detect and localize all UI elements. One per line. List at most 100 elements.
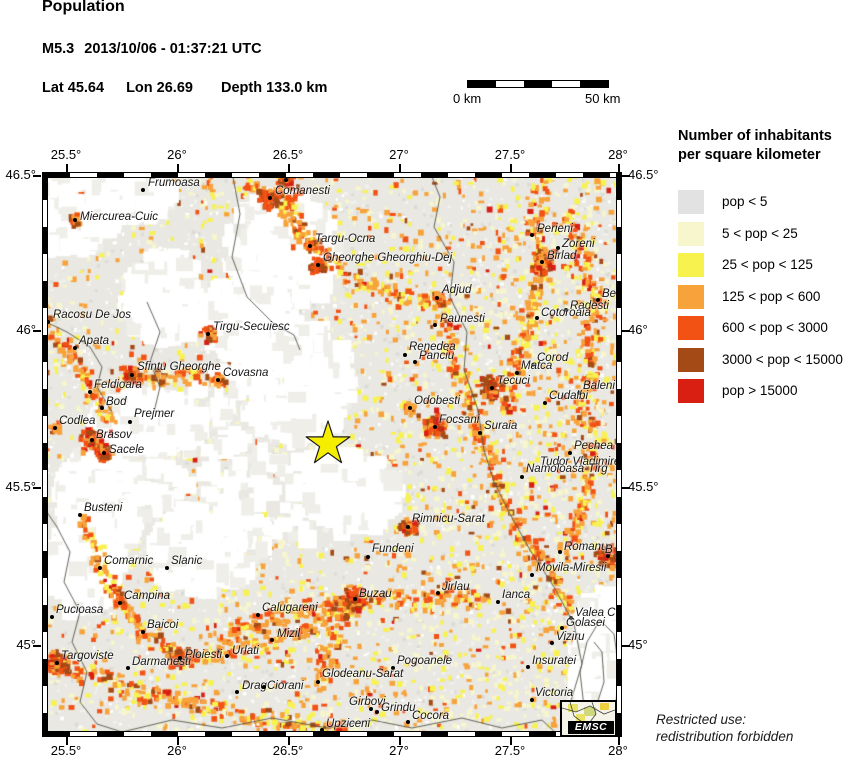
event-depth: Depth 133.0 km <box>220 80 328 96</box>
event-line: M5.3 2013/10/06 - 01:37:21 UTC <box>42 41 262 57</box>
lon-tick-label-top: 26° <box>167 147 187 162</box>
city-label: Mizil <box>277 628 300 640</box>
city-label: Odobesti <box>414 395 461 407</box>
city-dot <box>535 316 539 320</box>
city-label: Gheorghe Gheorghiu-Dej <box>323 252 453 264</box>
city-label: Upziceni <box>326 718 371 730</box>
event-magnitude: M5.3 <box>42 41 75 57</box>
city-dot <box>406 720 410 724</box>
legend-swatch <box>678 316 704 340</box>
city-label: Bod <box>106 396 127 408</box>
city-label: Fundeni <box>372 543 414 555</box>
city-dot <box>316 263 320 267</box>
city-label: Prejmer <box>134 408 175 420</box>
city-dot <box>53 426 57 430</box>
city-label: Rimnicu-Sarat <box>412 513 485 525</box>
city-label: Darmanesti <box>132 656 191 668</box>
city-dot <box>353 597 357 601</box>
city-label: Paunesti <box>440 313 485 325</box>
city-dot <box>558 550 562 554</box>
legend-title-line1: Number of inhabitants <box>678 128 832 144</box>
city-label: Golasei <box>566 617 605 629</box>
restricted-use-line2: redistribution forbidden <box>656 729 794 744</box>
lat-tick-label-right: 46.5° <box>628 167 659 182</box>
city-dot <box>126 666 130 670</box>
city-label: Zoreni <box>562 238 595 250</box>
legend-item: 5 < pop < 25 <box>678 221 846 248</box>
city-label: Adjud <box>442 284 472 296</box>
city-label: Urlati <box>232 645 259 657</box>
legend-item: 3000 < pop < 15000 <box>678 347 846 374</box>
map-frame-left <box>42 172 48 737</box>
city-label: Ploiesti <box>185 649 223 661</box>
lat-tick-mark <box>33 645 41 647</box>
city-label: Glodeanu-Sarat <box>322 668 404 680</box>
legend-item-label: pop < 5 <box>722 194 768 209</box>
city-dot <box>531 363 535 367</box>
lon-tick-label-bottom: 28° <box>608 743 628 758</box>
city-label: Racosu De Jos <box>53 309 131 321</box>
city-label: Pogoanele <box>397 655 452 667</box>
lat-tick-mark <box>33 330 41 332</box>
city-label: Apata <box>79 335 110 347</box>
lat-tick-mark <box>622 330 630 332</box>
lon-tick-mark <box>66 164 68 172</box>
city-label: Calugareni <box>262 602 318 614</box>
city-dot <box>433 425 437 429</box>
lat-tick-label-right: 45.5° <box>628 479 659 494</box>
lat-tick-label-right: 46° <box>628 322 648 337</box>
legend-item: pop > 15000 <box>678 379 846 405</box>
city-dot <box>540 260 544 264</box>
city-label: Codlea <box>59 415 96 427</box>
legend-swatch <box>678 221 704 246</box>
city-dot <box>490 386 494 390</box>
lat-tick-mark <box>622 175 630 177</box>
city-dot <box>568 451 572 455</box>
lon-tick-mark <box>618 164 620 172</box>
city-dot <box>436 591 440 595</box>
page-title: Population <box>42 0 125 15</box>
lon-tick-label-bottom: 27.5° <box>494 743 526 758</box>
emsc-logo-label: EMSC <box>568 721 614 734</box>
city-dot <box>408 406 412 410</box>
city-dot <box>569 616 573 620</box>
city-dot <box>530 698 534 702</box>
city-dot <box>284 178 288 182</box>
legend-item-label: pop > 15000 <box>722 383 798 398</box>
city-dot <box>577 391 581 395</box>
legend-swatch <box>678 347 704 372</box>
city-dot <box>141 188 145 192</box>
lat-tick-label-left: 46.5° <box>5 167 36 182</box>
legend-item-label: 600 < pop < 3000 <box>722 320 828 335</box>
city-dot <box>225 654 229 658</box>
legend-item: 600 < pop < 3000 <box>678 316 846 342</box>
lon-tick-mark <box>399 737 401 745</box>
city-dot <box>102 451 106 455</box>
city-dot <box>403 353 407 357</box>
city-dot <box>478 431 482 435</box>
city-dot <box>100 406 104 410</box>
event-datetime: 2013/10/06 - 01:37:21 UTC <box>84 41 262 57</box>
city-label: Covasna <box>223 367 269 379</box>
city-label: Matca <box>521 360 553 372</box>
lon-tick-label-bottom: 26° <box>167 743 187 758</box>
city-dot <box>130 373 134 377</box>
scale-bar-max-label: 50 km <box>585 91 621 106</box>
city-dot <box>262 685 266 689</box>
lon-tick-mark <box>510 737 512 745</box>
city-label: Radesti <box>570 300 609 312</box>
city-dot <box>55 661 59 665</box>
city-dot <box>564 308 568 312</box>
city-dot <box>98 566 102 570</box>
lon-tick-mark <box>399 164 401 172</box>
lat-tick-mark <box>33 487 41 489</box>
city-label: Victoria <box>535 687 574 699</box>
lat-tick-label-left: 46° <box>16 322 36 337</box>
city-label: Romanu <box>564 541 608 553</box>
lon-tick-label-top: 26.5° <box>272 147 304 162</box>
lon-tick-label-top: 28° <box>608 147 628 162</box>
scale-bar <box>467 80 609 88</box>
city-label: Suraia <box>484 420 518 432</box>
lon-tick-mark <box>288 737 290 745</box>
